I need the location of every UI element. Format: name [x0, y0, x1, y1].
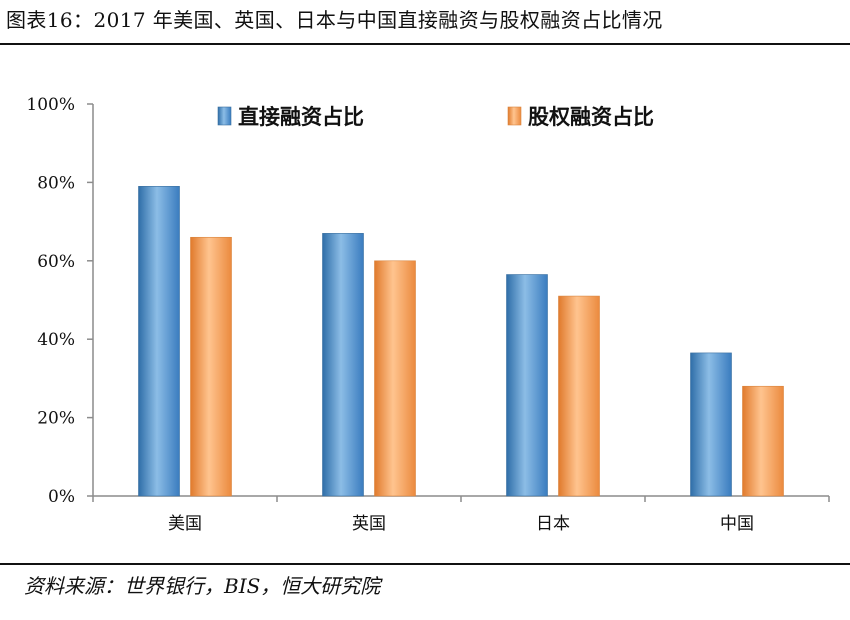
legend-swatch-equity	[507, 106, 522, 126]
x-tick-label: 美国	[168, 514, 202, 534]
figure-title: 图表16：2017 年美国、英国、日本与中国直接融资与股权融资占比情况	[6, 8, 663, 32]
y-tick-label: 0%	[48, 487, 75, 507]
title-rule	[0, 43, 850, 45]
bar-equity-2	[558, 295, 600, 497]
legend: 直接融资占比 股权融资占比	[217, 105, 654, 129]
y-tick-label: 60%	[37, 252, 75, 272]
legend-label-equity: 股权融资占比	[528, 105, 654, 129]
bar-direct-2	[506, 274, 548, 497]
bar-equity-3	[742, 385, 784, 497]
bar-equity-1	[374, 260, 416, 497]
source-note: 资料来源：世界银行，BIS，恒大研究院	[24, 574, 381, 598]
y-tick-label: 20%	[37, 409, 75, 429]
bars	[138, 186, 784, 497]
x-tick-label: 中国	[720, 514, 754, 534]
source-rule	[0, 563, 850, 565]
bar-direct-0	[138, 186, 180, 497]
axis-labels: 0% 20% 40% 60% 80% 100% 美国 英国 日本 中国	[26, 95, 754, 534]
x-tick-label: 日本	[536, 514, 570, 534]
bar-direct-1	[322, 233, 364, 497]
y-tick-label: 80%	[37, 173, 75, 193]
bar-equity-0	[190, 236, 232, 497]
legend-swatch-direct	[217, 106, 232, 126]
y-tick-label: 40%	[37, 330, 75, 350]
y-tick-label: 100%	[26, 95, 75, 115]
bar-direct-3	[690, 352, 732, 497]
x-tick-label: 英国	[352, 514, 386, 534]
legend-label-direct: 直接融资占比	[238, 105, 364, 129]
